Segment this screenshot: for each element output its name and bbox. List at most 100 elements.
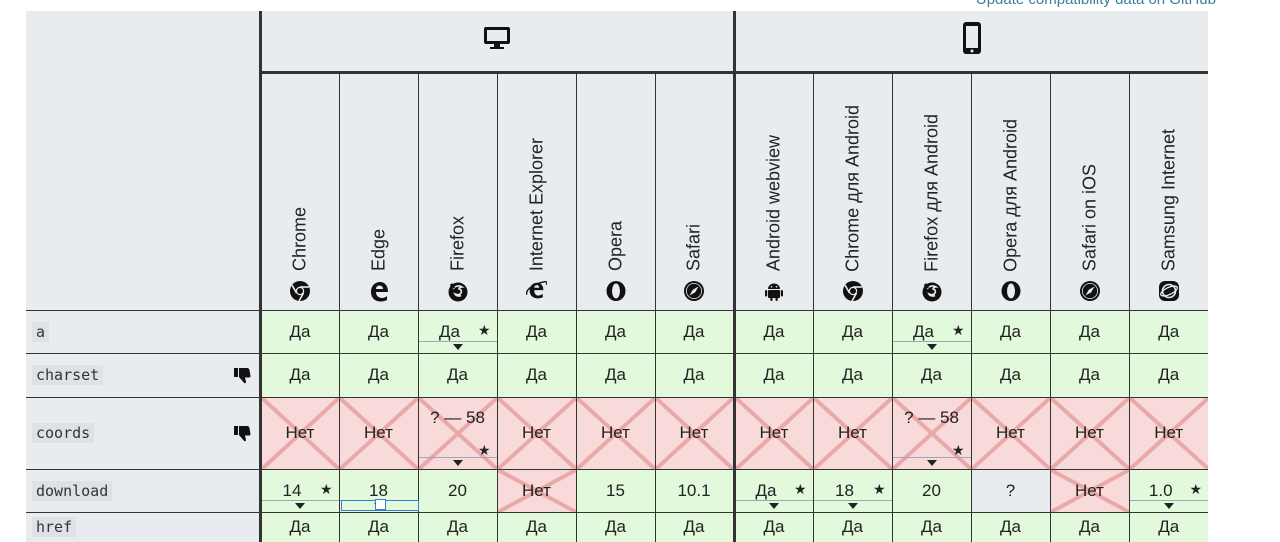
- support-cell[interactable]: Да ★: [891, 309, 971, 353]
- deprecated-thumbs-down-icon: [233, 423, 253, 443]
- note-star-icon: ★: [951, 321, 965, 338]
- support-value: Да: [605, 321, 626, 341]
- expand-notes-toggle-icon[interactable]: [769, 502, 779, 509]
- focused-cell-outline: [341, 499, 419, 511]
- support-value: Нет: [759, 423, 789, 442]
- feature-name-cell: href: [26, 511, 260, 542]
- browser-name: Chrome для Android: [842, 104, 862, 272]
- chrome-icon: [842, 280, 864, 302]
- support-value: Да: [1079, 365, 1100, 384]
- support-value: Да: [605, 517, 626, 537]
- support-value: Да: [763, 517, 785, 537]
- support-cell[interactable]: Да ★: [732, 468, 813, 512]
- support-cell: Да: [654, 309, 734, 353]
- support-value: 10.1: [677, 480, 711, 500]
- support-cell: Да: [496, 352, 576, 397]
- browser-name: Safari on iOS: [1079, 164, 1099, 272]
- support-cell[interactable]: Да ★: [417, 309, 497, 353]
- update-compat-data-link[interactable]: Update compatibility data on GitHub: [976, 0, 1216, 8]
- unsupported-x-mark: [1130, 398, 1209, 469]
- safari-icon: [683, 280, 705, 302]
- browser-header-chrome-для-android: Chrome для Android: [812, 72, 892, 310]
- browser-name: Internet Explorer: [526, 138, 546, 272]
- support-value: Да: [1158, 321, 1180, 341]
- support-value: 20: [448, 480, 467, 500]
- support-cell: Нет: [1049, 468, 1129, 512]
- support-cell: Да: [812, 352, 892, 397]
- support-cell: Да: [812, 511, 892, 542]
- support-value: Нет: [285, 423, 315, 442]
- unsupported-x-mark: [340, 398, 418, 469]
- feature-name[interactable]: charset: [32, 365, 104, 385]
- support-value: Да: [683, 365, 705, 384]
- feature-name-cell: coords: [26, 396, 260, 469]
- support-cell[interactable]: 18: [338, 468, 418, 512]
- support-value: Нет: [838, 423, 867, 442]
- support-cell[interactable]: ? — 58 ★: [417, 396, 497, 469]
- support-value: Да: [921, 517, 942, 537]
- browser-header-safari-on-ios: Safari on iOS: [1049, 72, 1129, 310]
- support-value: 14: [282, 480, 302, 500]
- feature-name[interactable]: href: [32, 517, 77, 538]
- support-value: Да: [447, 365, 468, 384]
- notes-underline: [814, 499, 892, 501]
- browser-header-firefox: Firefox: [417, 72, 497, 310]
- support-value: 1.0: [1148, 480, 1173, 500]
- support-cell: Да: [575, 352, 655, 397]
- unsupported-x-mark: [1051, 470, 1129, 512]
- support-cell[interactable]: 14 ★: [258, 468, 339, 512]
- support-cell: 15: [575, 468, 655, 512]
- support-value: Да: [447, 517, 468, 537]
- feature-name[interactable]: download: [32, 480, 113, 501]
- support-cell: Нет: [970, 396, 1050, 469]
- support-value: Да: [289, 517, 311, 537]
- support-cell: Нет: [1049, 396, 1129, 469]
- feature-name[interactable]: coords: [32, 423, 95, 443]
- support-cell: Да: [338, 511, 418, 542]
- support-cell[interactable]: 18 ★: [812, 468, 892, 512]
- note-star-icon: ★: [872, 480, 886, 497]
- support-cell: Да: [1049, 309, 1129, 353]
- support-cell: Нет: [654, 396, 734, 469]
- notes-underline: [263, 499, 339, 501]
- support-cell: 20: [891, 468, 971, 512]
- support-value: Да: [368, 321, 389, 341]
- note-star-icon: ★: [951, 441, 965, 458]
- support-cell: Да: [970, 511, 1050, 542]
- support-cell: Да: [1049, 511, 1129, 542]
- ie-icon: [525, 280, 548, 302]
- support-value: Да: [289, 321, 311, 341]
- support-value: Да: [842, 321, 863, 341]
- notes-underline: [419, 456, 497, 458]
- support-value: 15: [606, 480, 625, 500]
- support-cell: Да: [258, 352, 339, 397]
- browser-header-safari: Safari: [654, 72, 734, 310]
- desktop-group-header: [258, 11, 734, 74]
- browser-name: Android webview: [763, 135, 784, 272]
- support-cell: Да: [417, 511, 497, 542]
- support-value: Да: [526, 517, 547, 537]
- expand-notes-toggle-icon[interactable]: [847, 502, 858, 509]
- support-cell: Да: [812, 309, 892, 353]
- support-value: Да: [368, 517, 389, 537]
- expand-notes-toggle-icon[interactable]: [926, 343, 937, 350]
- browser-header-internet-explorer: Internet Explorer: [496, 72, 576, 310]
- support-cell[interactable]: ? — 58 ★: [891, 396, 971, 469]
- support-value: Нет: [1075, 480, 1104, 500]
- support-cell: Да: [1128, 309, 1208, 353]
- expand-notes-toggle-icon[interactable]: [452, 459, 463, 466]
- feature-name[interactable]: a: [32, 321, 50, 342]
- expand-notes-toggle-icon[interactable]: [1163, 502, 1174, 509]
- expand-notes-toggle-icon[interactable]: [452, 343, 463, 350]
- note-star-icon: ★: [477, 321, 491, 338]
- unsupported-x-mark: [1051, 398, 1129, 469]
- browser-name: Edge: [368, 229, 388, 272]
- unsupported-x-mark: [656, 398, 733, 469]
- support-value: 18: [835, 480, 854, 500]
- expand-notes-toggle-icon[interactable]: [926, 459, 937, 466]
- browser-header-opera: Opera: [575, 72, 655, 310]
- focus-handle[interactable]: [375, 499, 386, 510]
- support-cell[interactable]: 1.0 ★: [1128, 468, 1208, 512]
- browser-header-samsung-internet: Samsung Internet: [1128, 72, 1208, 310]
- expand-notes-toggle-icon[interactable]: [295, 502, 305, 509]
